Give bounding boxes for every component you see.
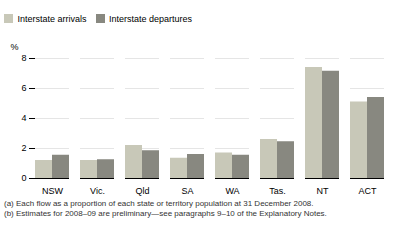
svg-text:8: 8 bbox=[21, 53, 26, 63]
svg-text:Tas.: Tas. bbox=[269, 185, 286, 195]
svg-text:2: 2 bbox=[21, 143, 26, 153]
svg-text:ACT: ACT bbox=[359, 185, 378, 195]
svg-text:0: 0 bbox=[21, 173, 26, 183]
html-text:Interstate departures: Interstate departures bbox=[109, 13, 193, 24]
svg-text:WA: WA bbox=[225, 185, 239, 195]
svg-text:Vic.: Vic. bbox=[90, 185, 105, 195]
svg-text:SA: SA bbox=[181, 185, 193, 195]
svg-text:NT: NT bbox=[317, 185, 329, 195]
html-text:(a) Each flow as a proportion: (a) Each flow as a proportion of each st… bbox=[4, 198, 314, 208]
svg-text:%: % bbox=[11, 41, 19, 51]
svg-text:4: 4 bbox=[21, 113, 26, 123]
svg-text:NSW: NSW bbox=[42, 185, 64, 195]
svg-text:Qld: Qld bbox=[135, 185, 149, 195]
html-text:Interstate arrivals: Interstate arrivals bbox=[17, 13, 87, 24]
svg-text:6: 6 bbox=[21, 83, 26, 93]
html-text:(b) Estimates for 2008–09 are: (b) Estimates for 2008–09 are preliminar… bbox=[4, 209, 327, 219]
